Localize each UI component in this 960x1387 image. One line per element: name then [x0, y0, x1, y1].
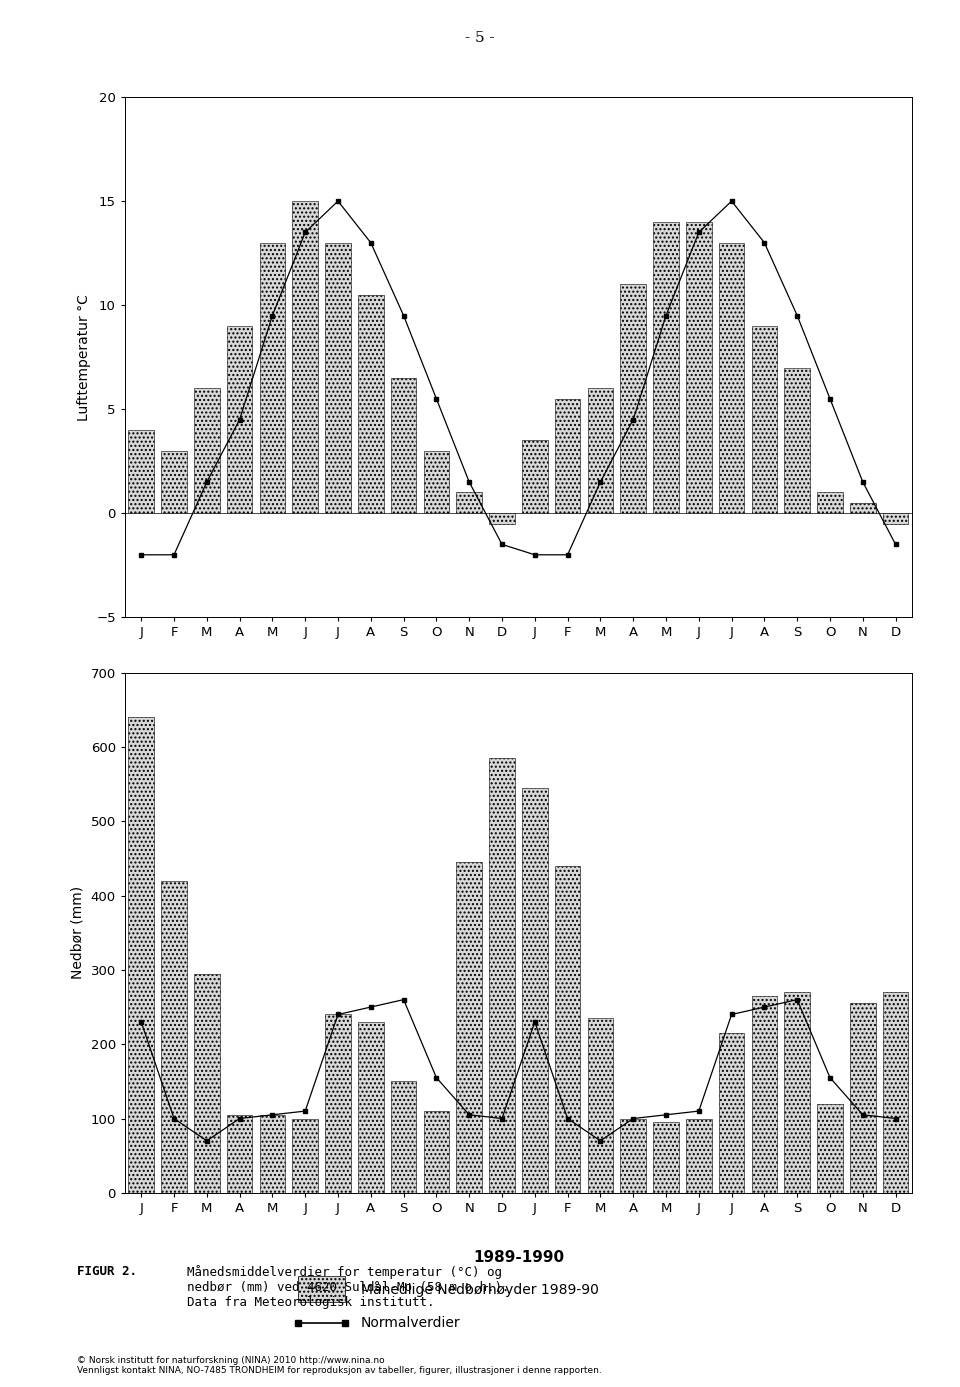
- Text: Månedsmiddelverdier for temperatur (°C) og
nedbør (mm) ved 4620 Suldal-Mo (58 m : Månedsmiddelverdier for temperatur (°C) …: [187, 1265, 510, 1309]
- Bar: [456, 492, 482, 513]
- Bar: [391, 379, 417, 513]
- Bar: [129, 430, 154, 513]
- Text: Vennligst kontakt NINA, NO-7485 TRONDHEIM for reproduksjon av tabeller, figurer,: Vennligst kontakt NINA, NO-7485 TRONDHEI…: [77, 1366, 602, 1375]
- Bar: [522, 441, 547, 513]
- Bar: [883, 513, 908, 524]
- Bar: [850, 502, 876, 513]
- Bar: [588, 388, 613, 513]
- Bar: [653, 1122, 679, 1193]
- Bar: [325, 1014, 350, 1193]
- Bar: [358, 1022, 384, 1193]
- Bar: [161, 451, 187, 513]
- Bar: [298, 700, 346, 727]
- Bar: [293, 201, 318, 513]
- Text: 1989-1990: 1989-1990: [473, 1250, 564, 1265]
- Text: © Norsk institutt for naturforskning (NINA) 2010 http://www.nina.no: © Norsk institutt for naturforskning (NI…: [77, 1356, 384, 1365]
- Bar: [227, 1115, 252, 1193]
- Bar: [293, 1118, 318, 1193]
- Text: Månedlige Nedbørhøyder 1989-90: Månedlige Nedbørhøyder 1989-90: [361, 1282, 599, 1297]
- Bar: [490, 759, 515, 1193]
- Bar: [883, 992, 908, 1193]
- Bar: [259, 243, 285, 513]
- Bar: [686, 1118, 711, 1193]
- Bar: [358, 295, 384, 513]
- Bar: [555, 865, 581, 1193]
- Text: FIGUR 2.: FIGUR 2.: [77, 1265, 137, 1277]
- Bar: [456, 863, 482, 1193]
- Bar: [490, 513, 515, 524]
- Text: Normalverdier: Normalverdier: [361, 1316, 461, 1330]
- Bar: [784, 992, 810, 1193]
- Bar: [194, 974, 220, 1193]
- Bar: [719, 243, 744, 513]
- Bar: [620, 1118, 646, 1193]
- Bar: [227, 326, 252, 513]
- Bar: [752, 996, 778, 1193]
- Bar: [391, 1082, 417, 1193]
- Bar: [620, 284, 646, 513]
- Bar: [752, 326, 778, 513]
- Bar: [129, 717, 154, 1193]
- Text: - 5 -: - 5 -: [466, 31, 494, 44]
- Y-axis label: Lufttemperatur °C: Lufttemperatur °C: [77, 294, 90, 420]
- Bar: [423, 451, 449, 513]
- Bar: [194, 388, 220, 513]
- Bar: [259, 1115, 285, 1193]
- Bar: [522, 788, 547, 1193]
- Text: 1989-90: 1989-90: [484, 674, 553, 689]
- Bar: [161, 881, 187, 1193]
- Y-axis label: Nedbør (mm): Nedbør (mm): [71, 886, 85, 979]
- Bar: [817, 1104, 843, 1193]
- Bar: [555, 399, 581, 513]
- Bar: [784, 368, 810, 513]
- Bar: [850, 1003, 876, 1193]
- Bar: [423, 1111, 449, 1193]
- Bar: [325, 243, 350, 513]
- Bar: [817, 492, 843, 513]
- Bar: [298, 1276, 346, 1302]
- Text: Normalverdier: Normalverdier: [361, 741, 461, 755]
- Bar: [653, 222, 679, 513]
- Bar: [719, 1033, 744, 1193]
- Bar: [686, 222, 711, 513]
- Text: Månedsmidler temperatur 1989-90: Månedsmidler temperatur 1989-90: [361, 706, 605, 721]
- Bar: [588, 1018, 613, 1193]
